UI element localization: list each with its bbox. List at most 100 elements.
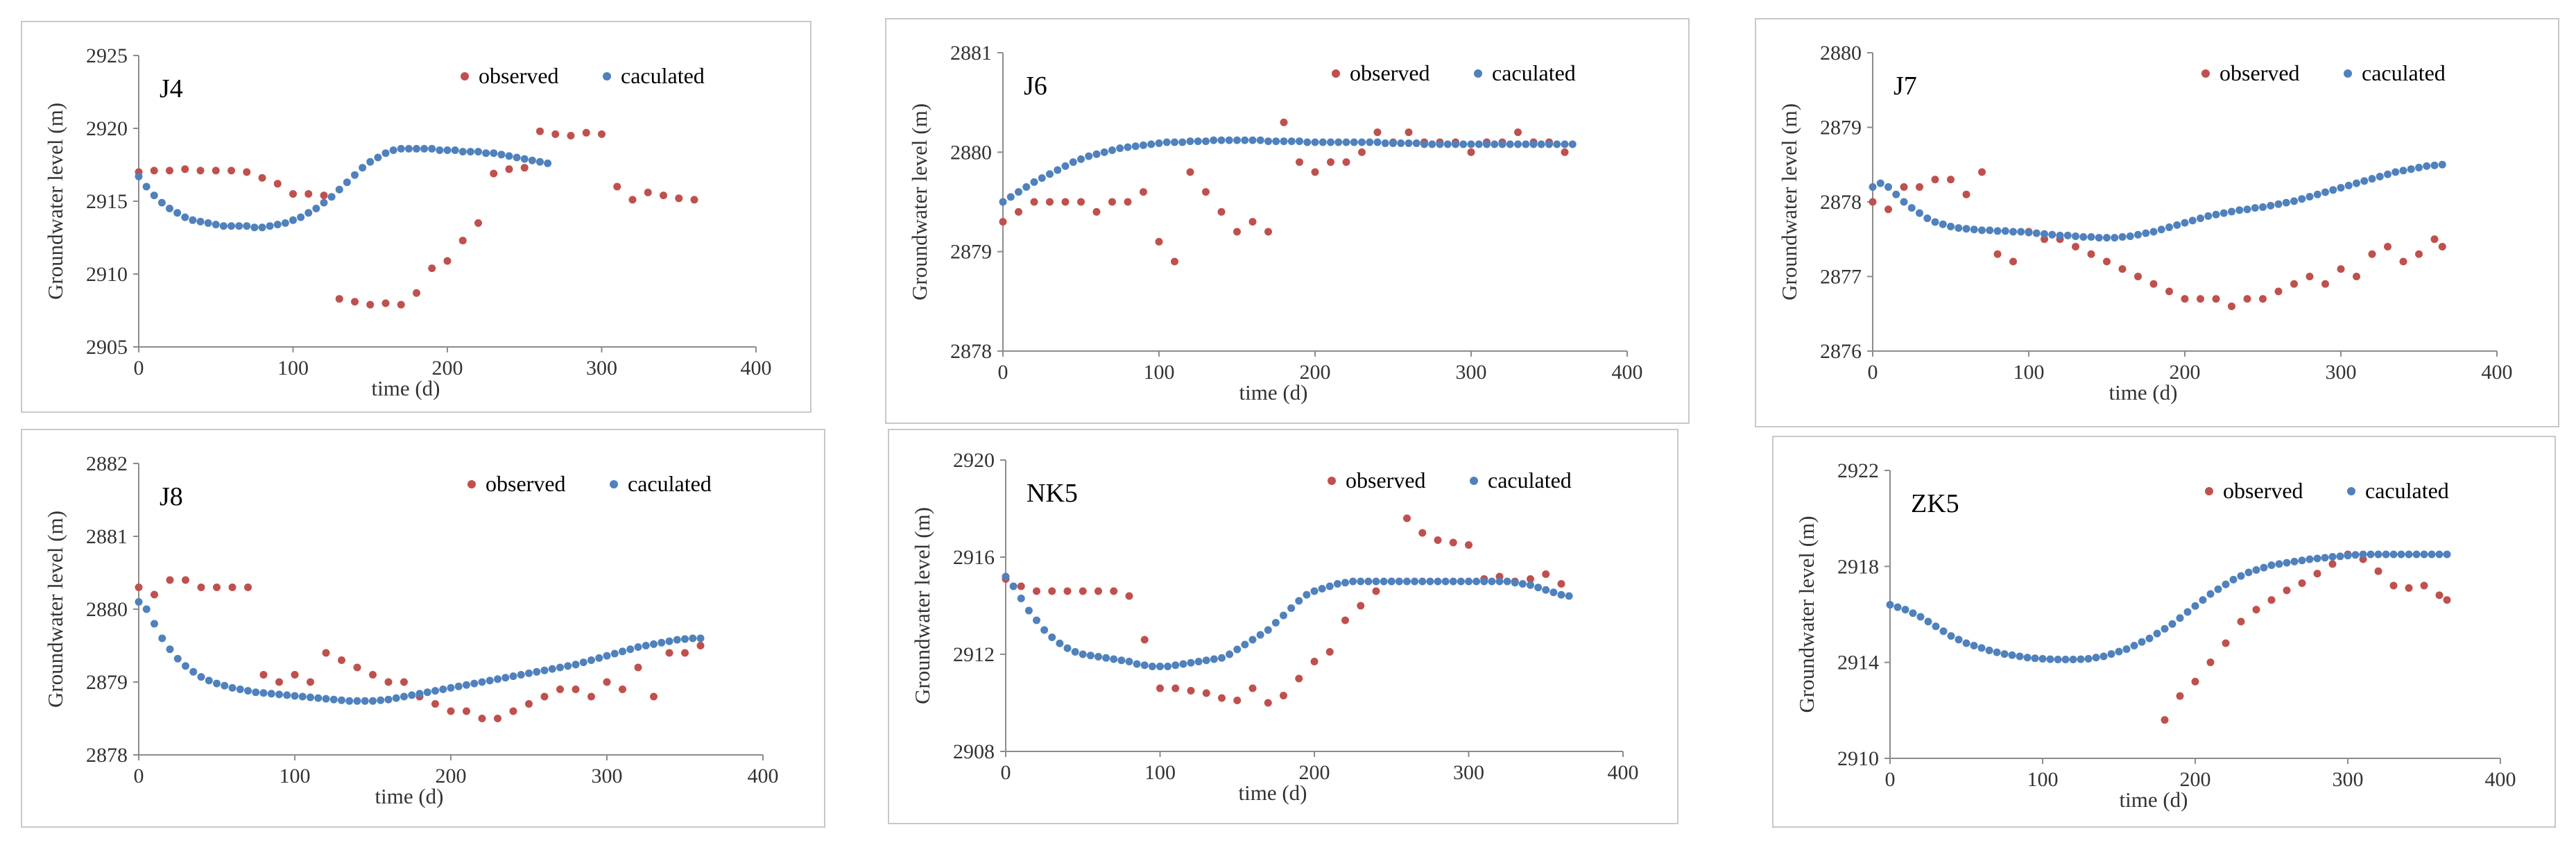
observed-point xyxy=(628,196,637,204)
y-tick-label: 2918 xyxy=(1837,555,1879,578)
observed-point xyxy=(2405,584,2413,592)
caculated-point xyxy=(1886,601,1894,609)
observed-point xyxy=(2009,257,2017,266)
caculated-point xyxy=(658,638,666,647)
caculated-point xyxy=(1939,627,1948,636)
caculated-point xyxy=(556,663,564,672)
caculated-point xyxy=(1241,136,1249,144)
caculated-point xyxy=(1900,198,1908,206)
x-tick-label: 400 xyxy=(748,765,779,787)
observed-point xyxy=(320,191,328,200)
observed-point xyxy=(1327,158,1334,167)
observed-point xyxy=(2149,280,2158,288)
caculated-point xyxy=(1017,595,1025,602)
observed-point xyxy=(166,576,174,584)
caculated-point xyxy=(1079,650,1087,658)
caculated-point xyxy=(1459,140,1468,148)
observed-point xyxy=(2430,235,2439,244)
caculated-point xyxy=(2219,209,2228,217)
observed-point xyxy=(1296,158,1303,167)
x-tick-label: 400 xyxy=(2482,361,2513,384)
caculated-point xyxy=(1140,661,1149,670)
caculated-point xyxy=(1924,618,1932,626)
caculated-point xyxy=(2290,557,2299,565)
observed-point xyxy=(351,298,359,306)
caculated-point xyxy=(150,191,158,200)
chart-title: J7 xyxy=(1894,71,1917,101)
observed-point xyxy=(2353,273,2360,280)
caculated-point xyxy=(1162,138,1171,146)
caculated-point xyxy=(273,221,282,229)
observed-point xyxy=(525,700,533,708)
observed-point xyxy=(490,169,498,178)
observed-point xyxy=(166,167,173,175)
caculated-point xyxy=(1333,580,1341,588)
caculated-point xyxy=(404,144,413,153)
caculated-point xyxy=(420,144,429,153)
caculated-point xyxy=(2061,656,2070,664)
caculated-point xyxy=(1939,220,1947,228)
caculated-point xyxy=(2212,210,2220,219)
observed-point xyxy=(335,295,343,303)
caculated-point xyxy=(1202,656,1210,665)
caculated-point xyxy=(157,198,166,207)
observed-point xyxy=(2415,250,2423,258)
x-tick-label: 100 xyxy=(1144,761,1176,784)
caculated-point xyxy=(1233,136,1241,144)
caculated-point xyxy=(1210,655,1218,663)
observed-point xyxy=(494,715,501,722)
observed-point xyxy=(369,671,377,679)
y-tick-label: 2914 xyxy=(1837,652,1879,674)
caculated-point xyxy=(1085,152,1093,160)
caculated-point xyxy=(1092,150,1101,158)
caculated-point xyxy=(665,637,673,645)
caculated-point xyxy=(297,213,305,221)
caculated-point xyxy=(1358,138,1366,146)
observed-point xyxy=(463,707,470,715)
caculated-point xyxy=(212,221,220,229)
caculated-point xyxy=(1366,138,1374,146)
caculated-point xyxy=(1568,140,1577,148)
caculated-point xyxy=(1381,139,1389,147)
legend-label-caculated: caculated xyxy=(2362,60,2446,85)
caculated-point xyxy=(1131,142,1140,151)
caculated-point xyxy=(1194,658,1203,665)
caculated-point xyxy=(509,672,517,681)
observed-point xyxy=(135,584,143,591)
caculated-point xyxy=(1318,585,1326,593)
observed-point xyxy=(2274,287,2283,296)
caculated-point xyxy=(1389,139,1397,147)
caculated-point xyxy=(1916,613,1925,621)
caculated-point xyxy=(2251,204,2259,212)
caculated-point xyxy=(2188,216,2197,225)
caculated-point xyxy=(2197,214,2204,223)
caculated-point xyxy=(525,669,533,677)
caculated-point xyxy=(2204,212,2213,220)
caculated-point xyxy=(359,164,367,172)
y-axis-title: Groundwater level (m) xyxy=(43,511,67,708)
caculated-point xyxy=(2374,550,2382,559)
caculated-point xyxy=(517,671,525,679)
observed-point xyxy=(598,130,606,138)
caculated-point xyxy=(1171,138,1178,146)
caculated-point xyxy=(1884,183,1892,191)
legend-marker-caculated xyxy=(603,72,611,80)
caculated-point xyxy=(2313,554,2321,563)
caculated-point xyxy=(1194,137,1202,146)
caculated-point xyxy=(2305,192,2314,201)
observed-point xyxy=(428,264,436,273)
observed-point xyxy=(650,692,658,701)
x-tick-label: 0 xyxy=(998,361,1008,384)
caculated-point xyxy=(2244,568,2253,577)
observed-point xyxy=(1218,694,1226,702)
caculated-point xyxy=(2399,167,2407,175)
caculated-point xyxy=(343,178,351,187)
x-axis-title: time (d) xyxy=(2120,787,2188,812)
observed-point xyxy=(1125,592,1133,600)
observed-point xyxy=(1186,168,1194,176)
caculated-point xyxy=(1063,644,1072,652)
observed-point xyxy=(1358,148,1366,156)
caculated-point xyxy=(2126,232,2134,240)
observed-point xyxy=(2087,250,2095,258)
caculated-point xyxy=(1108,146,1116,154)
